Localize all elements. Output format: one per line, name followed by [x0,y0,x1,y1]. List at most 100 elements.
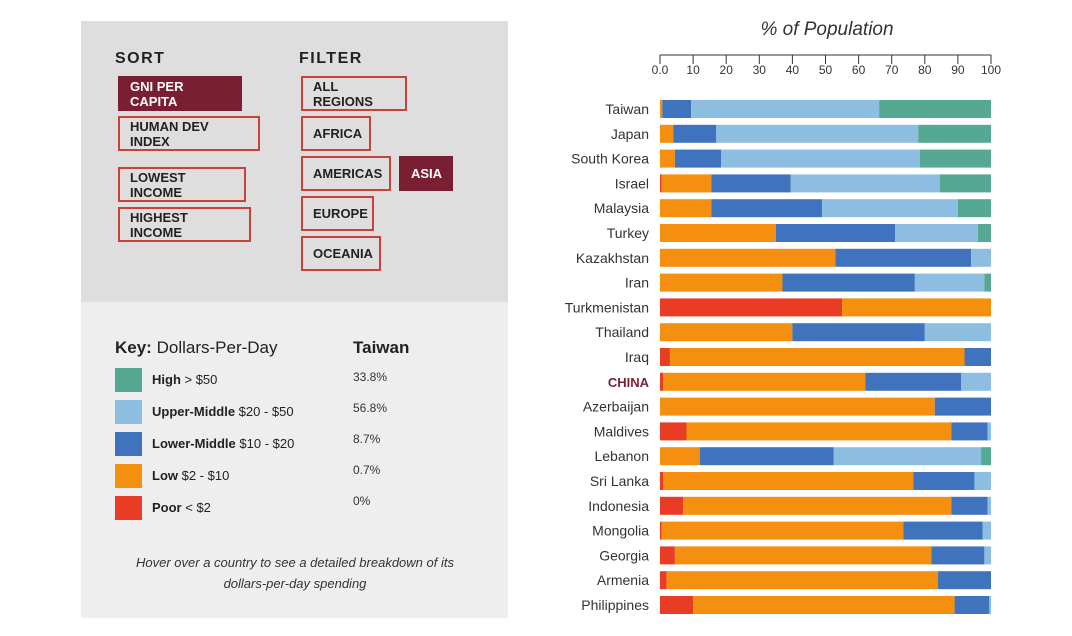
bar-segment-lower-middle [699,447,834,466]
country-label: Malaysia [594,200,649,216]
bar-segment-lower-middle [792,323,925,342]
key-label-upper-middle: Upper-Middle $20 - $50 [152,404,294,419]
bar-segment-low [666,571,939,590]
filter-africa-button[interactable]: AFRICA [301,116,371,151]
filter-americas-button[interactable]: AMERICAS [301,156,391,191]
bar-segment-lower-middle [835,248,972,267]
key-value-upper-middle: 56.8% [353,401,388,415]
key-swatch-poor [115,496,142,520]
bar-segment-lower-middle [913,472,975,490]
bar-segment-high [939,174,991,193]
bar-segment-lower-middle [931,546,985,565]
country-label: Georgia [599,547,649,563]
bar-segment-poor [660,596,694,614]
filter-asia-button[interactable]: ASIA [399,156,453,191]
chart-row[interactable]: Indonesia [588,496,991,515]
bar-segment-lower-middle [662,100,692,118]
chart-row[interactable]: Israel [615,174,991,193]
sort-highest-income-button[interactable]: HIGHEST INCOME [118,207,251,242]
bar-segment-lower-middle [711,199,823,218]
x-tick-label: 20 [720,63,734,77]
key-panel: Key: Dollars-Per-Day Taiwan High > $50 3… [81,302,508,618]
x-tick-label: 30 [753,63,767,77]
filter-europe-button[interactable]: EUROPE [301,196,374,231]
sort-gni-per-capita-button[interactable]: GNI PER CAPITA [118,76,242,111]
country-label: Lebanon [594,448,649,464]
x-tick-label: 80 [918,63,932,77]
key-label-high: High > $50 [152,372,218,387]
chart-row[interactable]: Taiwan [605,100,991,118]
bar-segment-upper-middle [822,199,958,218]
bar-segment-low [661,174,712,193]
country-label: Iran [625,275,649,291]
bar-segment-poor [660,174,662,193]
key-label-lower-middle: Lower-Middle $10 - $20 [152,436,295,451]
key-label-low: Low $2 - $10 [152,468,230,483]
bar-segment-upper-middle [971,248,991,267]
bar-segment-upper-middle [987,422,991,441]
filter-all-regions-button[interactable]: ALL REGIONS [301,76,407,111]
bar-segment-low [686,422,952,441]
bar-segment-lower-middle [673,124,717,143]
bar-segment-low [683,496,952,515]
bar-segment-upper-middle [691,100,880,118]
x-tick-label: 60 [852,63,866,77]
chart-title: % of Population [760,19,893,40]
country-label: Thailand [595,324,649,340]
chart-row[interactable]: Thailand [595,323,991,342]
bar-segment-poor [660,546,675,565]
filter-oceania-button[interactable]: OCEANIA [301,236,381,271]
country-label: Mongolia [592,523,649,539]
bar-segment-high [879,100,991,118]
bar-segment-low [663,372,866,391]
x-tick-label: 90 [951,63,965,77]
chart-row[interactable]: CHINA [608,372,991,391]
chart-row[interactable]: Iran [625,273,991,292]
bar-segment-poor [660,472,664,490]
x-tick-label: 0.0 [652,63,669,77]
bar-segment-high [919,149,991,168]
sort-lowest-income-button[interactable]: LOWEST INCOME [118,167,246,202]
sort-heading: SORT [115,50,166,67]
bar-segment-low [660,124,674,143]
key-swatch-low [115,464,142,488]
chart-row[interactable]: Mongolia [592,521,991,540]
bar-segment-low [660,447,700,466]
sort-human-dev-index-button[interactable]: HUMAN DEV INDEX [118,116,260,151]
chart-row[interactable]: South Korea [571,149,991,168]
chart-row[interactable]: Iraq [625,348,991,366]
chart-row[interactable]: Turkmenistan [565,298,991,317]
key-value-low: 0.7% [353,463,381,477]
chart-row[interactable]: Sri Lanka [590,472,991,490]
x-tick-label: 10 [686,63,700,77]
country-label: Azerbaijan [583,399,649,415]
chart-row[interactable]: Turkey [607,224,991,242]
bar-segment-lower-middle [934,397,991,416]
x-tick-label: 40 [786,63,800,77]
chart-row[interactable]: Malaysia [594,199,991,218]
country-label: Turkmenistan [565,299,649,315]
country-label: Indonesia [588,498,649,514]
bar-segment-lower-middle [964,348,991,366]
chart-row[interactable]: Georgia [599,546,991,565]
key-title: Key: Dollars-Per-Day [115,338,278,358]
chart-row[interactable]: Azerbaijan [583,397,991,416]
bar-segment-poor [660,298,843,317]
country-label: Sri Lanka [590,473,649,489]
chart-row[interactable]: Armenia [597,571,991,590]
chart-row[interactable]: Philippines [581,596,991,614]
chart-row[interactable]: Kazakhstan [576,248,991,267]
chart-row[interactable]: Lebanon [594,447,991,466]
bar-segment-poor [660,571,667,590]
key-swatch-lower-middle [115,432,142,456]
bar-segment-poor [660,348,670,366]
bar-segment-lower-middle [951,496,988,515]
controls-panel: SORT FILTER GNI PER CAPITA HUMAN DEV IND… [81,21,508,302]
chart-row[interactable]: Japan [611,124,991,143]
bar-segment-lower-middle [782,273,915,292]
chart-row[interactable]: Maldives [594,422,991,441]
bar-segment-lower-middle [775,224,896,242]
bar-segment-low [660,323,793,342]
bar-segment-poor [660,372,664,391]
x-axis: 0.0 10 20 30 40 50 60 70 80 90 100 [652,54,1001,77]
